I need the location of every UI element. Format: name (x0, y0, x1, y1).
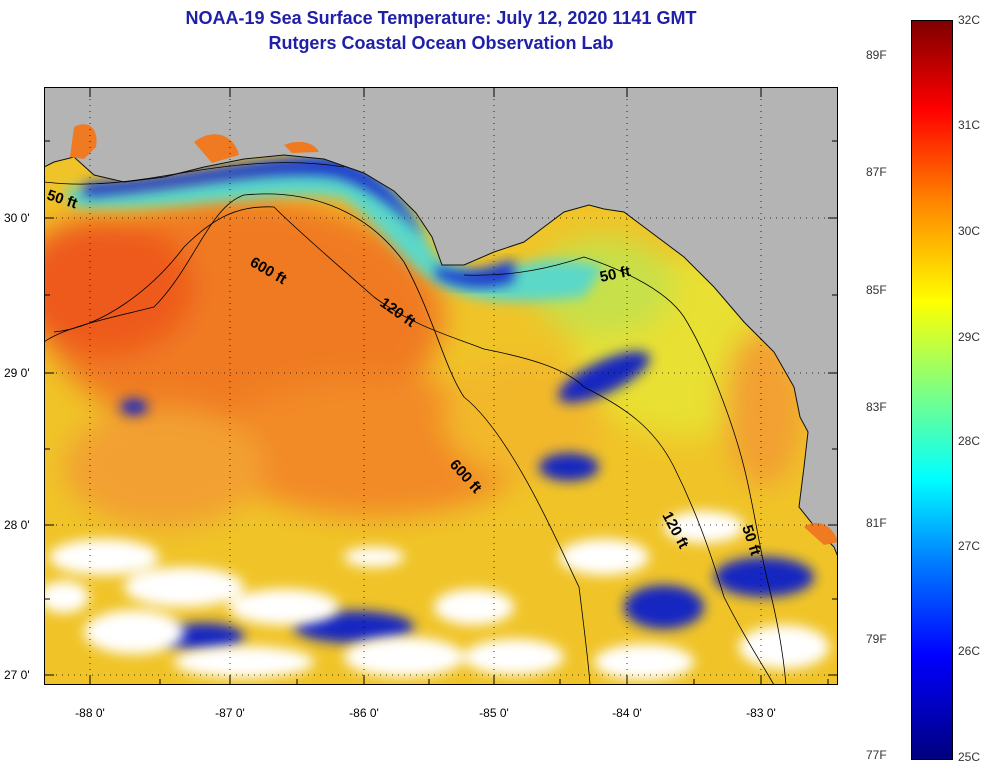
lat-label-27: 27 0' (4, 668, 30, 682)
lon-label-83: -83 0' (746, 706, 776, 720)
contour-label-50ft-east: 50 ft (598, 263, 632, 286)
map-subtitle: Rutgers Coastal Ocean Observation Lab (268, 33, 614, 53)
temperature-colorbar (911, 20, 953, 760)
lat-label-28: 28 0' (4, 518, 30, 532)
map-title: NOAA-19 Sea Surface Temperature: July 12… (185, 8, 697, 28)
colorbar-label-32c: 32C (958, 13, 981, 27)
colorbar-label-30c: 30C (958, 224, 981, 238)
lon-label-88: -88 0' (75, 706, 105, 720)
depth-contours (44, 162, 787, 685)
colorbar-label-28c: 28C (958, 434, 981, 448)
colorbar-label-85f: 85F (866, 283, 887, 297)
colorbar-label-81f: 81F (866, 516, 887, 530)
colorbar-label-77f: 77F (866, 748, 887, 762)
lon-label-87: -87 0' (215, 706, 245, 720)
map-frame (44, 87, 838, 685)
colorbar-label-31c: 31C (958, 118, 981, 132)
coastal-bays (70, 124, 838, 545)
axis-ticks (44, 87, 838, 685)
colorbar-label-29c: 29C (958, 330, 981, 344)
colorbar-label-79f: 79F (866, 632, 887, 646)
colorbar-label-26c: 26C (958, 644, 981, 658)
lon-label-86: -86 0' (349, 706, 379, 720)
lat-label-29: 29 0' (4, 366, 30, 380)
lon-label-85: -85 0' (479, 706, 509, 720)
lon-label-84: -84 0' (612, 706, 642, 720)
colorbar-label-25c: 25C (958, 750, 981, 764)
colorbar-label-27c: 27C (958, 539, 981, 553)
sst-map-canvas: 50 ft 600 ft 120 ft 50 ft 600 ft 120 ft … (44, 87, 838, 685)
colorbar-label-89f: 89F (866, 48, 887, 62)
coastline (44, 154, 838, 558)
sst-map[interactable]: 50 ft 600 ft 120 ft 50 ft 600 ft 120 ft … (44, 87, 838, 685)
graticule (44, 87, 838, 685)
colorbar-label-83f: 83F (866, 400, 887, 414)
lat-label-30: 30 0' (4, 211, 30, 225)
colorbar-label-87f: 87F (866, 165, 887, 179)
